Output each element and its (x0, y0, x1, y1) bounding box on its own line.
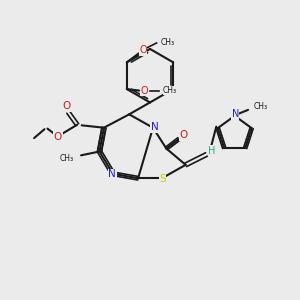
Text: O: O (62, 101, 70, 111)
Text: CH₃: CH₃ (59, 154, 73, 163)
Text: O: O (54, 132, 62, 142)
Text: N: N (232, 109, 239, 119)
Text: CH₃: CH₃ (253, 102, 267, 111)
Text: N: N (151, 122, 158, 132)
Text: H: H (208, 146, 215, 156)
Text: O: O (141, 85, 148, 96)
Text: CH₃: CH₃ (163, 86, 177, 95)
Text: O: O (140, 45, 147, 56)
Text: N: N (108, 169, 116, 179)
Text: CH₃: CH₃ (160, 38, 175, 46)
Text: S: S (159, 174, 166, 184)
Text: O: O (179, 130, 188, 140)
